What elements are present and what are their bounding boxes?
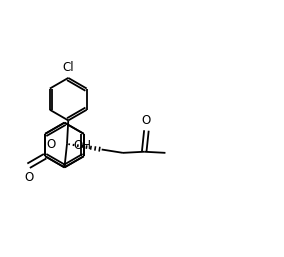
Text: O: O <box>142 114 151 127</box>
Text: O: O <box>24 171 33 184</box>
Text: Cl: Cl <box>62 61 74 74</box>
Text: O: O <box>46 139 56 151</box>
Text: OH: OH <box>74 139 91 152</box>
